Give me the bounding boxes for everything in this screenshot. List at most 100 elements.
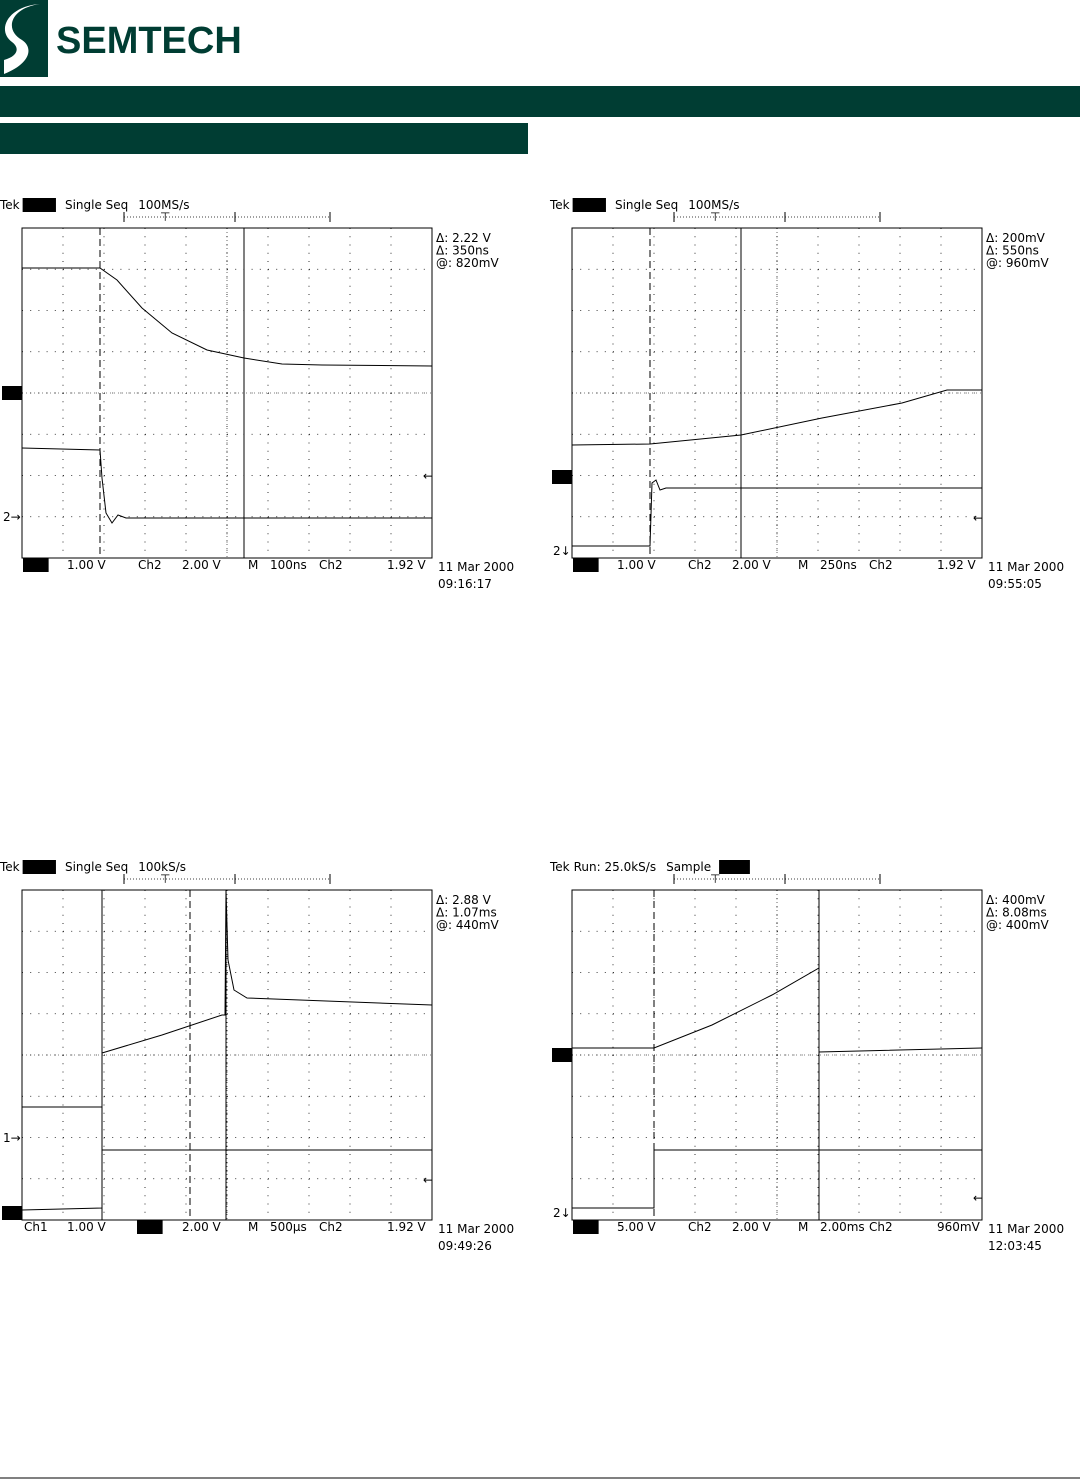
scale-label: Ch1 — [574, 558, 598, 572]
status-text: Sample — [666, 860, 711, 874]
scope: ⊤ ← Tek Stop: Single Seq 100MS/s Δ: 2.22 VΔ: 3… — [0, 198, 514, 591]
scale-label: Ch2 — [319, 558, 343, 572]
trace — [22, 267, 433, 367]
status-text: Single Seq — [65, 198, 128, 212]
trigger-arrow: ← — [973, 511, 983, 525]
status-text: Trig? — [720, 860, 749, 874]
scale-label: Ch2 — [138, 558, 162, 572]
date: 11 Mar 2000 — [988, 1222, 1064, 1236]
scope: ⊤ ← Tek Run: 25.0kS/s Sample Trig? Δ: 400mVΔ: … — [549, 860, 1064, 1253]
cursor-readout: Δ: 1.07ms — [436, 906, 497, 920]
cursor-readout: Δ: 2.22 V — [436, 231, 492, 245]
channel-marker-highlight — [2, 1206, 22, 1220]
status-text: Tek — [0, 860, 20, 874]
status-text: Tek — [549, 860, 570, 874]
scale-label: Ch2 — [319, 1220, 343, 1234]
channel-marker-highlight — [552, 470, 572, 484]
scale-label: 100ns — [270, 558, 307, 572]
time: 09:49:26 — [438, 1239, 492, 1253]
status-text: Run: 25.0kS/s — [574, 860, 656, 874]
scale-label: 1.00 V — [67, 1220, 107, 1234]
channel-marker: 2→ — [3, 510, 21, 524]
scale-label: Ch2 — [688, 558, 712, 572]
cursor-readout: Δ: 200mV — [986, 231, 1046, 245]
scale-label-highlight — [137, 1220, 163, 1234]
status-text: Tek — [0, 198, 20, 212]
cursor-readout: @: 960mV — [986, 256, 1049, 270]
scale-label: 250ns — [820, 558, 857, 572]
cursor-readout: Δ: 8.08ms — [986, 906, 1047, 920]
scope: ⊤ ← Tek Stop: Single Seq 100kS/s Δ: 2.88 VΔ: 1… — [0, 860, 514, 1253]
time: 12:03:45 — [988, 1239, 1042, 1253]
scale-label: 5.00 V — [617, 1220, 657, 1234]
scale-label: 2.00 V — [732, 1220, 772, 1234]
scale-label: M — [798, 558, 808, 572]
status-text: 100MS/s — [688, 198, 739, 212]
status-text: 100kS/s — [138, 860, 186, 874]
cursor-readout: Δ: 350ns — [436, 244, 489, 258]
status-text: Stop: — [24, 860, 55, 874]
scale-label-highlight — [573, 558, 599, 572]
logo: SEMTECH — [0, 0, 242, 77]
scale-label: Ch2 — [869, 558, 893, 572]
scale-label: M — [248, 1220, 258, 1234]
status-text: Stop: — [24, 198, 55, 212]
scale-label: 1.00 V — [617, 558, 657, 572]
scale-label: 2.00 V — [182, 1220, 222, 1234]
scale-label: 500µs — [270, 1220, 307, 1234]
scale-label: M — [248, 558, 258, 572]
time: 09:16:17 — [438, 577, 492, 591]
trigger-arrow: ← — [973, 1191, 983, 1205]
header-bar — [0, 86, 1080, 117]
status-text-highlight — [22, 198, 56, 212]
date: 11 Mar 2000 — [988, 560, 1064, 574]
status-text-highlight — [22, 860, 56, 874]
scale-label: Ch2 — [138, 1220, 162, 1234]
trigger-marker: ⊤ — [160, 210, 170, 224]
cursor-readout: @: 820mV — [436, 256, 499, 270]
status-text: Single Seq — [65, 860, 128, 874]
trigger-marker: ⊤ — [160, 872, 170, 886]
scale-label: Ch2 — [688, 1220, 712, 1234]
scale-label: M — [798, 1220, 808, 1234]
scale-label: 2.00ms — [820, 1220, 865, 1234]
trace — [572, 479, 982, 547]
cursor-readout: @: 440mV — [436, 918, 499, 932]
date: 11 Mar 2000 — [438, 560, 514, 574]
status-text: Stop: — [574, 198, 605, 212]
status-text-highlight — [719, 860, 750, 874]
scale-label-highlight — [573, 1220, 599, 1234]
trigger-marker: ⊤ — [710, 210, 720, 224]
scale-label: 1.00 V — [67, 558, 107, 572]
channel-marker-highlight — [552, 1048, 572, 1062]
status-text: Tek — [549, 198, 570, 212]
trace — [21, 447, 432, 524]
scale-label: 1.92 V — [937, 558, 977, 572]
channel-marker: 1→ — [3, 1131, 21, 1145]
scale-label: 1.92 V — [387, 558, 427, 572]
scale-label: Ch1 — [574, 1220, 598, 1234]
section-bar — [0, 123, 528, 154]
scale-label: 1.92 V — [387, 1220, 427, 1234]
trigger-marker: ⊤ — [710, 872, 720, 886]
scale-label: Ch1 — [24, 558, 48, 572]
trace — [101, 889, 433, 1054]
date: 11 Mar 2000 — [438, 1222, 514, 1236]
channel-marker: 1→ — [553, 470, 571, 484]
cursor-readout: @: 400mV — [986, 918, 1049, 932]
trigger-arrow: ← — [423, 1173, 433, 1187]
status-text-highlight — [572, 198, 606, 212]
scale-label: Ch2 — [869, 1220, 893, 1234]
channel-marker: 1→ — [553, 1048, 571, 1062]
trace — [572, 967, 983, 1053]
trace — [21, 1149, 432, 1211]
channel-marker: 1→ — [3, 386, 21, 400]
channel-marker: 2↓ — [3, 1206, 21, 1220]
scale-label: 960mV — [937, 1220, 981, 1234]
scale-label-highlight — [23, 558, 49, 572]
scale-label: 2.00 V — [732, 558, 772, 572]
trigger-arrow: ← — [423, 469, 433, 483]
scale-label: 2.00 V — [182, 558, 222, 572]
